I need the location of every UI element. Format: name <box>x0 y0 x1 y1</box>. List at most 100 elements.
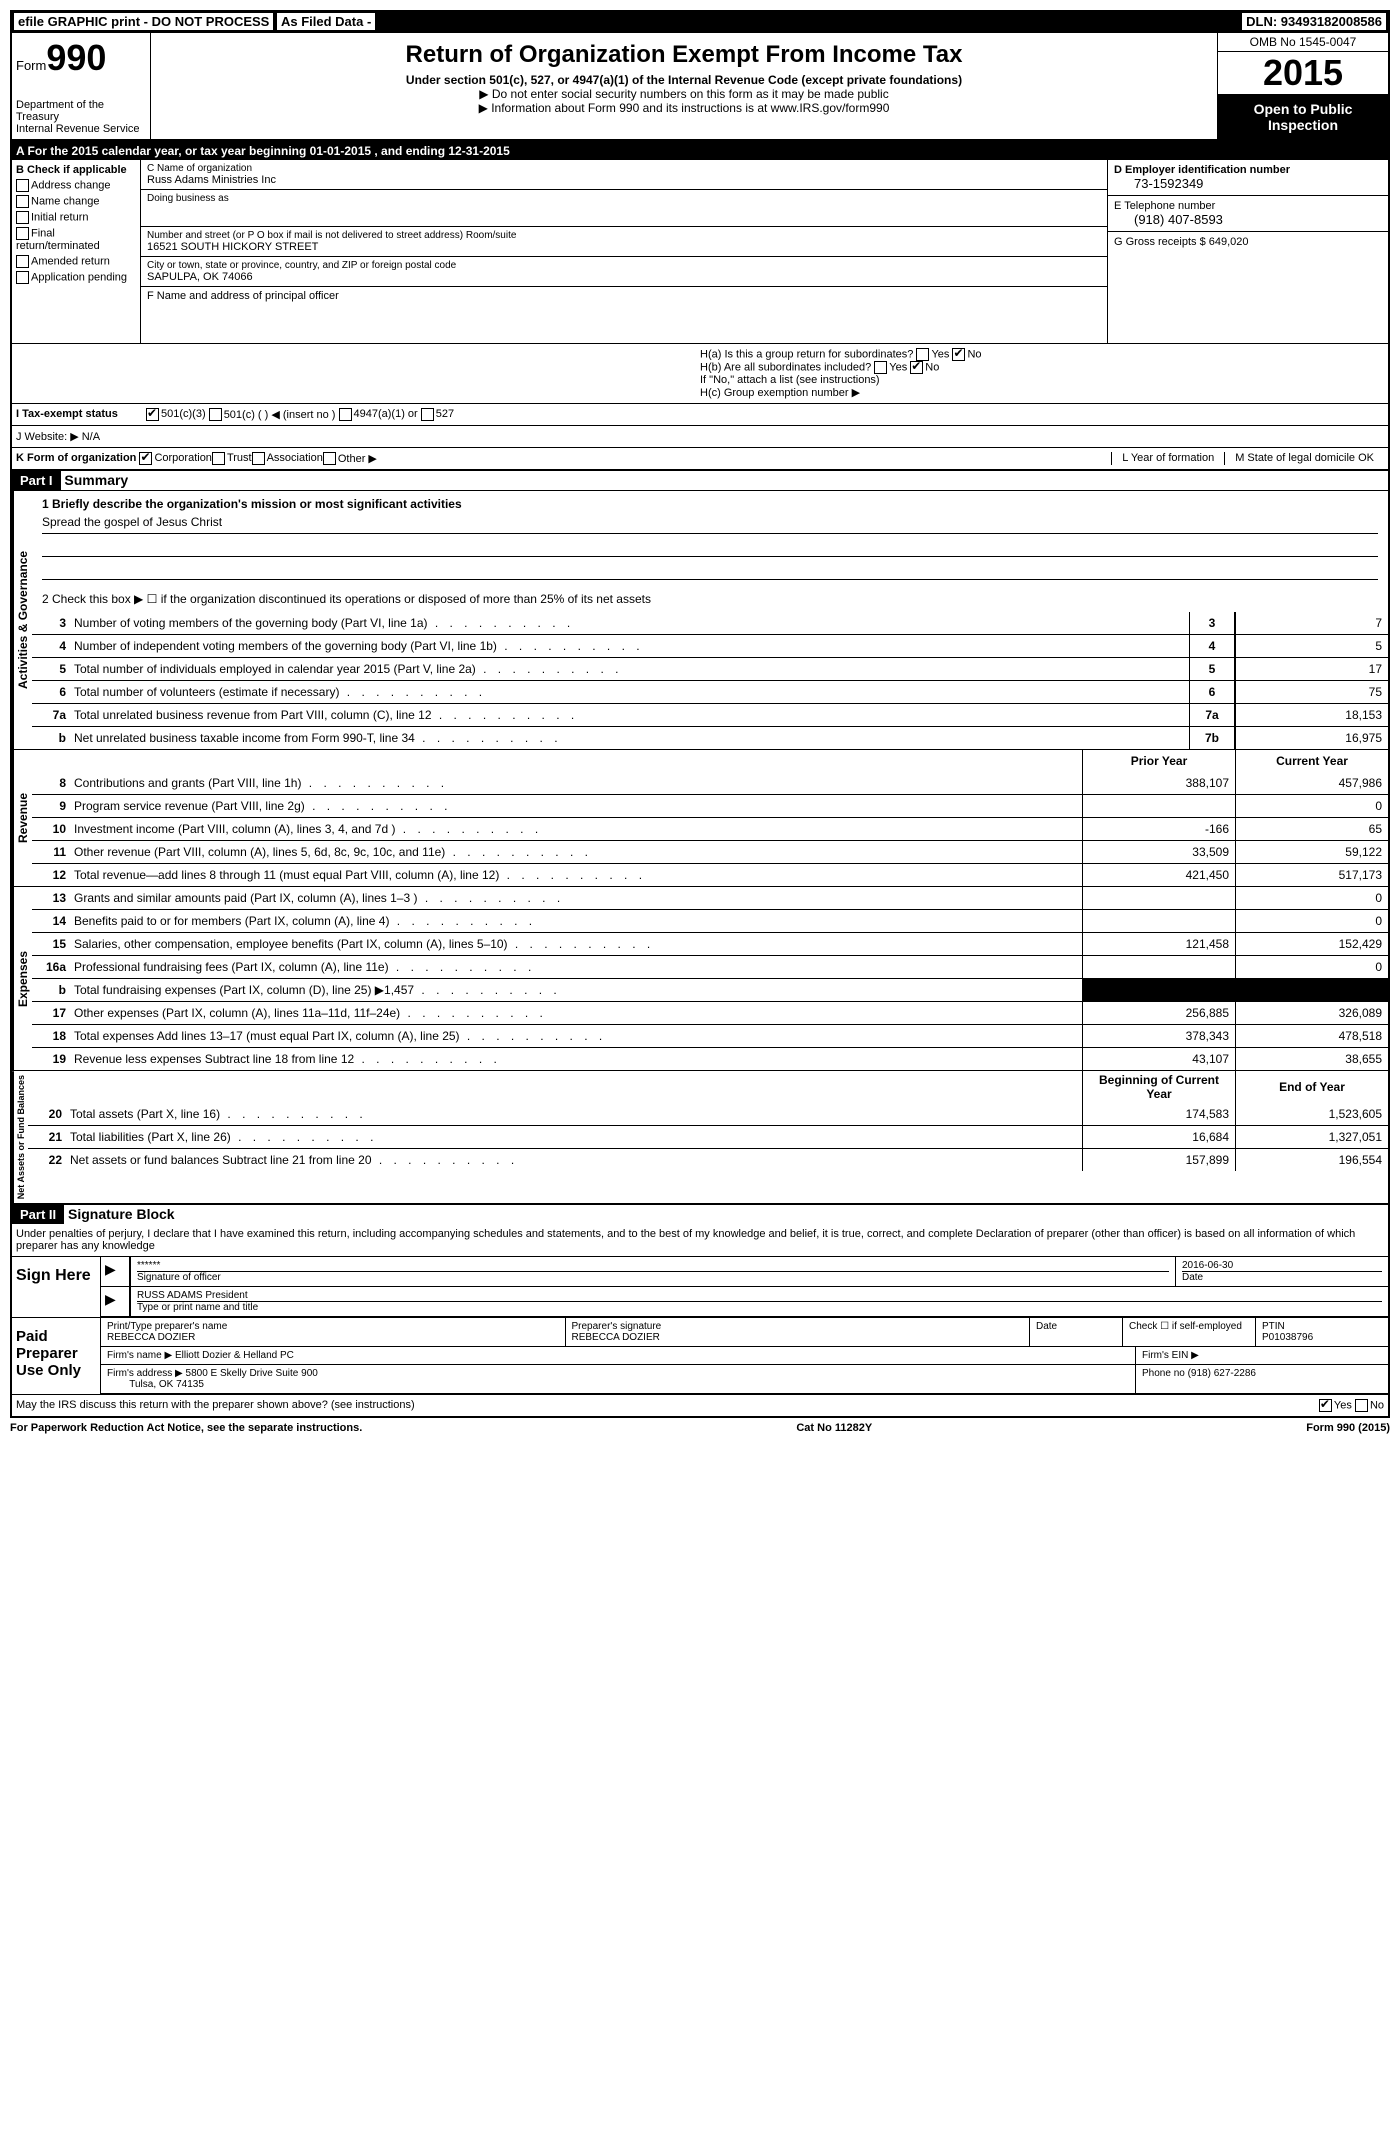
check-pending[interactable]: Application pending <box>16 271 136 284</box>
check-amended[interactable]: Amended return <box>16 255 136 268</box>
ptin-label: PTIN <box>1262 1321 1382 1332</box>
form-note2: ▶ Information about Form 990 and its ins… <box>159 101 1209 115</box>
page-footer: For Paperwork Reduction Act Notice, see … <box>10 1418 1390 1438</box>
irs-discuss: May the IRS discuss this return with the… <box>16 1399 415 1412</box>
prep-name: REBECCA DOZIER <box>107 1332 559 1343</box>
line-b: b Net unrelated business taxable income … <box>32 726 1388 749</box>
officer-name: RUSS ADAMS President <box>137 1290 1382 1301</box>
check-501c3[interactable] <box>146 408 159 421</box>
firm-name-label: Firm's name ▶ <box>107 1350 172 1361</box>
line-9: 9 Program service revenue (Part VIII, li… <box>32 794 1388 817</box>
col-b-title: B Check if applicable <box>16 164 136 176</box>
check-4947[interactable] <box>339 408 352 421</box>
row-k-label: K Form of organization <box>16 452 136 465</box>
vert-governance: Activities & Governance <box>12 491 32 749</box>
prep-self-label: Check ☐ if self-employed <box>1123 1318 1256 1346</box>
discuss-no[interactable] <box>1355 1399 1368 1412</box>
part1-title: Summary <box>64 472 128 488</box>
begin-year-header: Beginning of Current Year <box>1082 1071 1235 1103</box>
officer-name-label: Type or print name and title <box>137 1301 1382 1313</box>
hc-label: H(c) Group exemption number ▶ <box>700 386 1384 399</box>
check-initial[interactable]: Initial return <box>16 211 136 224</box>
dept-treasury: Department of the Treasury <box>16 99 146 123</box>
form-number: 990 <box>46 37 106 78</box>
vert-expenses: Expenses <box>12 887 32 1070</box>
dln: DLN: 93493182008586 <box>1242 13 1386 30</box>
check-final[interactable]: Final return/terminated <box>16 227 136 252</box>
efile-mid: As Filed Data - <box>277 13 375 30</box>
hb-no[interactable] <box>910 361 923 374</box>
city: SAPULPA, OK 74066 <box>147 271 1101 283</box>
line-13: 13 Grants and similar amounts paid (Part… <box>32 887 1388 909</box>
hb-label: H(b) Are all subordinates included? <box>700 361 871 373</box>
line-20: 20 Total assets (Part X, line 16) 174,58… <box>28 1103 1388 1125</box>
prep-sig-label: Preparer's signature <box>572 1321 1024 1332</box>
line-12: 12 Total revenue—add lines 8 through 11 … <box>32 863 1388 886</box>
omb-number: OMB No 1545-0047 <box>1218 33 1388 52</box>
check-corp[interactable] <box>139 452 152 465</box>
form-subtitle: Under section 501(c), 527, or 4947(a)(1)… <box>159 73 1209 87</box>
line-7a: 7a Total unrelated business revenue from… <box>32 703 1388 726</box>
firm-city: Tulsa, OK 74135 <box>129 1379 204 1390</box>
check-trust[interactable] <box>212 452 225 465</box>
prep-sig: REBECCA DOZIER <box>572 1332 1024 1343</box>
end-year-header: End of Year <box>1235 1071 1388 1103</box>
line-16a: 16a Professional fundraising fees (Part … <box>32 955 1388 978</box>
discuss-yes[interactable] <box>1319 1399 1332 1412</box>
check-discontinued: 2 Check this box ▶ ☐ if the organization… <box>42 592 1378 606</box>
efile-header: efile GRAPHIC print - DO NOT PROCESS As … <box>10 10 1390 33</box>
check-527[interactable] <box>421 408 434 421</box>
line-18: 18 Total expenses Add lines 13–17 (must … <box>32 1024 1388 1047</box>
row-i-label: I Tax-exempt status <box>16 408 146 421</box>
check-assoc[interactable] <box>252 452 265 465</box>
year-formation: L Year of formation <box>1111 452 1224 465</box>
footer-left: For Paperwork Reduction Act Notice, see … <box>10 1422 362 1434</box>
line-14: 14 Benefits paid to or for members (Part… <box>32 909 1388 932</box>
tax-year: 2015 <box>1218 52 1388 95</box>
hb-yes[interactable] <box>874 361 887 374</box>
vert-net: Net Assets or Fund Balances <box>12 1071 28 1203</box>
form-left: Form990 Department of the Treasury Inter… <box>12 33 151 139</box>
check-name[interactable]: Name change <box>16 195 136 208</box>
line-15: 15 Salaries, other compensation, employe… <box>32 932 1388 955</box>
hb-note: If "No," attach a list (see instructions… <box>700 374 1384 386</box>
check-other[interactable] <box>323 452 336 465</box>
sig-date: 2016-06-30 <box>1182 1260 1382 1271</box>
check-address[interactable]: Address change <box>16 179 136 192</box>
firm-addr: 5800 E Skelly Drive Suite 900 <box>186 1368 318 1379</box>
efile-left: efile GRAPHIC print - DO NOT PROCESS <box>14 13 273 30</box>
dept-irs: Internal Revenue Service <box>16 123 146 135</box>
gross-receipts: G Gross receipts $ 649,020 <box>1114 236 1382 248</box>
line-4: 4 Number of independent voting members o… <box>32 634 1388 657</box>
part2-title: Signature Block <box>68 1206 175 1222</box>
telephone: (918) 407-8593 <box>1114 212 1382 227</box>
sig-date-label: Date <box>1182 1271 1382 1283</box>
line-19: 19 Revenue less expenses Subtract line 1… <box>32 1047 1388 1070</box>
form-note1: ▶ Do not enter social security numbers o… <box>159 87 1209 101</box>
form-label: Form <box>16 58 46 73</box>
prep-name-label: Print/Type preparer's name <box>107 1321 559 1332</box>
paid-preparer-label: Paid Preparer Use Only <box>12 1318 101 1394</box>
line-3: 3 Number of voting members of the govern… <box>32 612 1388 634</box>
perjury-text: Under penalties of perjury, I declare th… <box>12 1224 1388 1256</box>
ein-label: D Employer identification number <box>1114 164 1382 176</box>
prep-date-label: Date <box>1030 1318 1123 1346</box>
line-5: 5 Total number of individuals employed i… <box>32 657 1388 680</box>
ptin: P01038796 <box>1262 1332 1382 1343</box>
officer-label: F Name and address of principal officer <box>147 290 1101 302</box>
check-501c[interactable] <box>209 408 222 421</box>
ha-no[interactable] <box>952 348 965 361</box>
mission-label: 1 Briefly describe the organization's mi… <box>42 497 1378 511</box>
form-header: Form990 Department of the Treasury Inter… <box>10 33 1390 141</box>
part1-label: Part I <box>12 471 61 490</box>
section-a-row: A For the 2015 calendar year, or tax yea… <box>12 142 1388 160</box>
sig-officer-label: Signature of officer <box>137 1271 1169 1283</box>
main-form: A For the 2015 calendar year, or tax yea… <box>10 141 1390 1418</box>
col-d: D Employer identification number 73-1592… <box>1107 160 1388 343</box>
form-center: Return of Organization Exempt From Incom… <box>151 33 1217 139</box>
org-name: Russ Adams Ministries Inc <box>147 174 1101 186</box>
state-domicile: M State of legal domicile OK <box>1224 452 1384 465</box>
ha-label: H(a) Is this a group return for subordin… <box>700 348 913 360</box>
line-21: 21 Total liabilities (Part X, line 26) 1… <box>28 1125 1388 1148</box>
vert-revenue: Revenue <box>12 750 32 886</box>
